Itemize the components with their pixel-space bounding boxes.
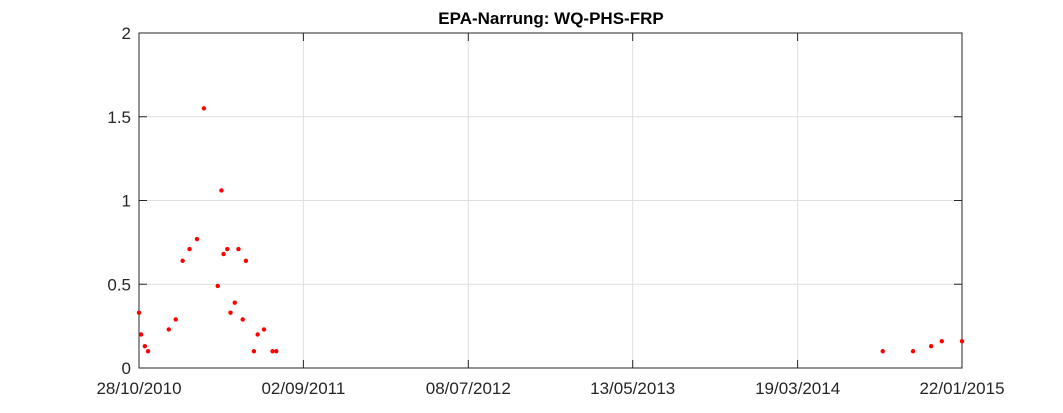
data-point [232, 300, 237, 305]
data-point [228, 310, 233, 315]
y-axis: 0 0.5 1 1.5 2 [107, 24, 962, 378]
y-tick-label: 2 [122, 24, 131, 43]
data-point [274, 349, 279, 354]
data-point [221, 251, 226, 257]
data-point [236, 246, 241, 252]
data-point [145, 349, 151, 354]
data-point [219, 188, 224, 193]
data-point [261, 327, 267, 332]
grid-lines [138, 32, 963, 369]
data-point [959, 339, 965, 344]
x-tick-label: 08/07/2012 [426, 379, 511, 398]
data-point [251, 349, 257, 354]
x-tick-label: 02/09/2011 [261, 379, 345, 398]
data-point [138, 332, 144, 337]
data-point [142, 344, 148, 349]
data-point [240, 317, 245, 322]
data-point [166, 327, 171, 332]
x-tick-label: 13/05/2013 [590, 379, 675, 398]
chart-title: EPA-Narrung: WQ-PHS-FRP [438, 9, 663, 28]
data-point [180, 258, 185, 263]
data-point [201, 106, 207, 111]
y-tick-label: 0.5 [107, 275, 131, 294]
data-point [270, 349, 275, 354]
x-tick-label: 19/03/2014 [755, 379, 840, 398]
y-tick-label: 0 [122, 359, 131, 378]
x-axis: 28/10/2010 02/09/2011 08/07/2012 13/05/2013… [96, 33, 1005, 398]
data-point [194, 236, 200, 242]
y-tick-label: 1 [122, 192, 131, 211]
data-point [880, 349, 885, 354]
data-point [255, 332, 260, 337]
data-point [243, 258, 249, 263]
data-points [136, 106, 965, 354]
data-point [173, 317, 178, 322]
data-point [136, 310, 142, 315]
data-point [225, 246, 230, 252]
data-point [215, 283, 220, 289]
data-point [939, 339, 944, 344]
x-tick-label: 22/01/2015 [919, 379, 1004, 398]
y-tick-label: 1.5 [107, 108, 131, 127]
data-point [910, 349, 916, 354]
data-point [928, 344, 934, 349]
x-tick-label: 28/10/2010 [96, 379, 181, 398]
data-point [187, 246, 192, 252]
